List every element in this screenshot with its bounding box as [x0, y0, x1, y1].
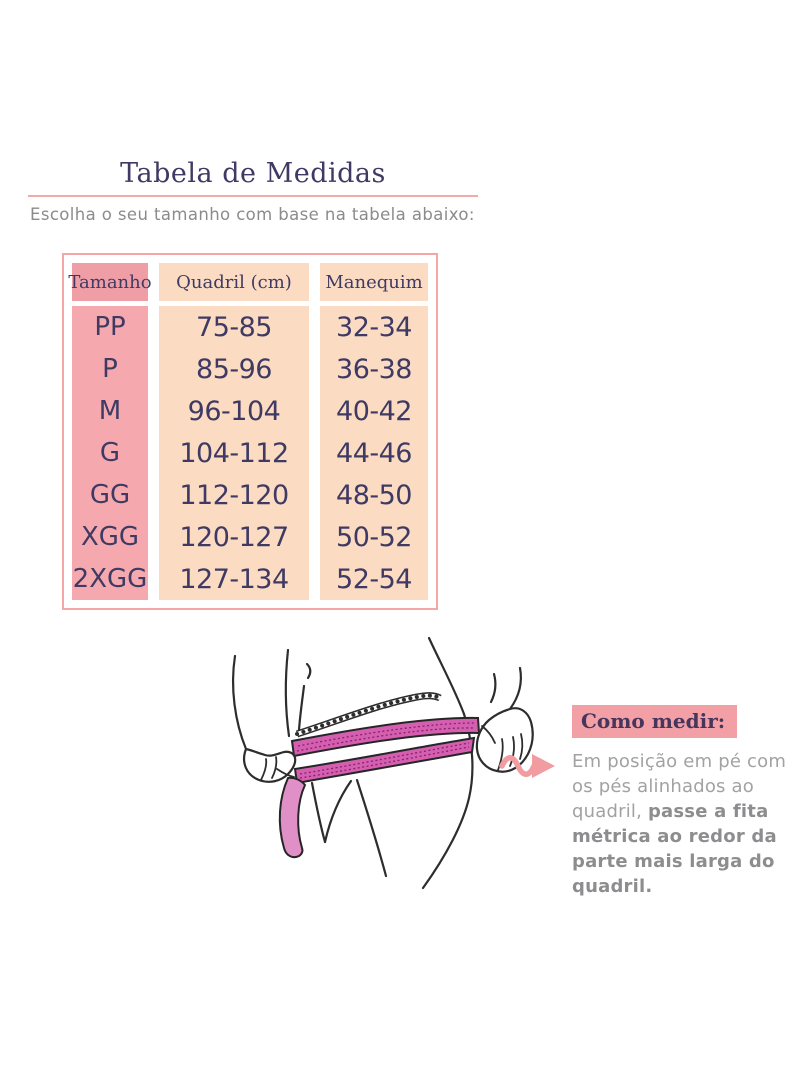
hip-cell: 120-127: [179, 521, 289, 553]
size-cell: GG: [89, 480, 131, 510]
mannequin-cell: 32-34: [336, 311, 412, 343]
size-column: Tamanho PP P M G GG XGG 2XGG: [68, 263, 152, 600]
how-to-measure-text-bold: passe a fita métrica ao redor da parte m…: [572, 801, 777, 897]
mannequin-column: Manequim 32-34 36-38 40-42 44-46 48-50 5…: [320, 263, 428, 600]
mannequin-cell: 50-52: [336, 521, 412, 553]
right-hand: [475, 707, 534, 773]
size-cell: M: [98, 396, 122, 426]
hip-cell: 96-104: [187, 395, 281, 427]
hip-cell: 75-85: [196, 311, 272, 343]
size-cell: P: [102, 354, 118, 384]
column-header-mannequin: Manequim: [320, 263, 428, 301]
mannequin-cell: 44-46: [336, 437, 412, 469]
mannequin-cell: 40-42: [336, 395, 412, 427]
how-to-measure-text: Em posição em pé com os pés alinhados ao…: [572, 749, 788, 899]
mannequin-column-body: 32-34 36-38 40-42 44-46 48-50 50-52 52-5…: [320, 306, 428, 600]
hip-cell: 127-134: [179, 563, 289, 595]
page-title: Tabela de Medidas: [120, 158, 386, 189]
hip-column: Quadril (cm) 75-85 85-96 96-104 104-112 …: [159, 263, 309, 600]
column-header-size: Tamanho: [68, 263, 152, 301]
mannequin-cell: 48-50: [336, 479, 412, 511]
hip-cell: 85-96: [196, 353, 272, 385]
wavy-arrow-right-icon: [499, 754, 555, 778]
left-hand: [242, 747, 297, 783]
title-underline-divider: [28, 195, 478, 197]
mannequin-cell: 52-54: [336, 563, 412, 595]
size-table: Tamanho PP P M G GG XGG 2XGG Quadril (cm…: [62, 253, 438, 610]
hip-cell: 112-120: [179, 479, 289, 511]
lace-waistband: [295, 692, 442, 738]
size-cell: 2XGG: [72, 564, 148, 594]
size-column-body: PP P M G GG XGG 2XGG: [72, 306, 148, 600]
hip-column-body: 75-85 85-96 96-104 104-112 112-120 120-1…: [159, 306, 309, 600]
mannequin-cell: 36-38: [336, 353, 412, 385]
hip-cell: 104-112: [179, 437, 289, 469]
how-to-measure-heading: Como medir:: [572, 705, 738, 738]
size-cell: XGG: [80, 522, 140, 552]
hip-measurement-illustration: [231, 636, 555, 890]
tape-end: [278, 776, 307, 859]
left-thumb: [276, 768, 295, 778]
size-cell: G: [99, 438, 121, 468]
column-header-hip: Quadril (cm): [159, 263, 309, 301]
page-subtitle: Escolha o seu tamanho com base na tabela…: [30, 205, 475, 224]
how-to-measure-text-regular: Em posição em pé com os pés alinhados ao…: [572, 751, 787, 822]
size-cell: PP: [94, 312, 126, 342]
